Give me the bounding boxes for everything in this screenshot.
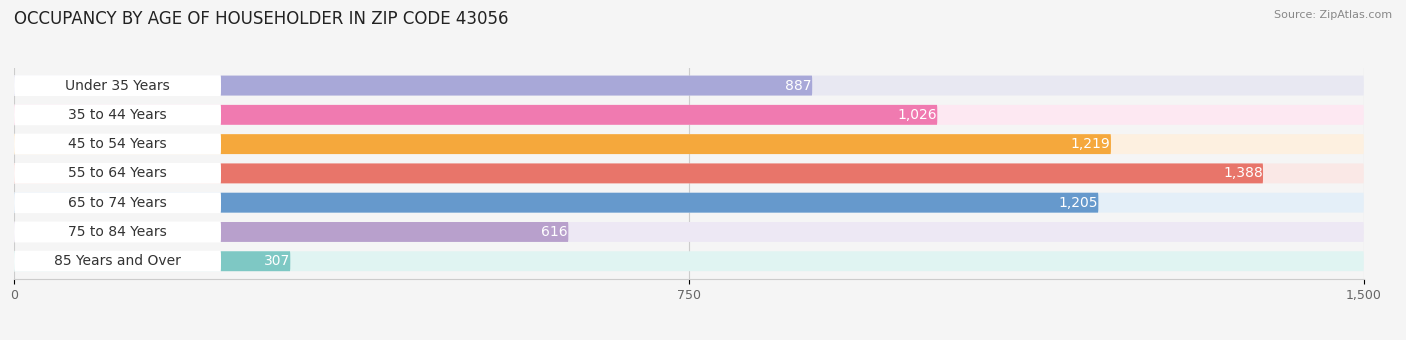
Text: 55 to 64 Years: 55 to 64 Years xyxy=(67,166,167,181)
FancyBboxPatch shape xyxy=(14,193,1098,212)
Text: 1,205: 1,205 xyxy=(1059,196,1098,210)
FancyBboxPatch shape xyxy=(14,75,813,96)
Text: Under 35 Years: Under 35 Years xyxy=(65,79,170,92)
FancyBboxPatch shape xyxy=(14,192,221,213)
FancyBboxPatch shape xyxy=(14,104,221,125)
Text: 1,388: 1,388 xyxy=(1223,166,1263,181)
Text: 45 to 54 Years: 45 to 54 Years xyxy=(69,137,167,151)
FancyBboxPatch shape xyxy=(14,193,1364,212)
Text: 85 Years and Over: 85 Years and Over xyxy=(53,254,181,268)
Text: 65 to 74 Years: 65 to 74 Years xyxy=(67,196,167,210)
Text: 1,219: 1,219 xyxy=(1071,137,1111,151)
FancyBboxPatch shape xyxy=(14,134,1364,154)
FancyBboxPatch shape xyxy=(14,251,221,272)
FancyBboxPatch shape xyxy=(14,221,221,242)
FancyBboxPatch shape xyxy=(14,251,1364,271)
FancyBboxPatch shape xyxy=(14,163,221,184)
Text: 35 to 44 Years: 35 to 44 Years xyxy=(69,108,167,122)
Text: 887: 887 xyxy=(786,79,811,92)
FancyBboxPatch shape xyxy=(14,251,290,271)
FancyBboxPatch shape xyxy=(14,105,938,125)
FancyBboxPatch shape xyxy=(14,164,1263,183)
Text: OCCUPANCY BY AGE OF HOUSEHOLDER IN ZIP CODE 43056: OCCUPANCY BY AGE OF HOUSEHOLDER IN ZIP C… xyxy=(14,10,509,28)
Text: 616: 616 xyxy=(541,225,568,239)
FancyBboxPatch shape xyxy=(14,134,221,155)
Text: 75 to 84 Years: 75 to 84 Years xyxy=(67,225,167,239)
FancyBboxPatch shape xyxy=(14,105,1364,125)
FancyBboxPatch shape xyxy=(14,222,1364,242)
FancyBboxPatch shape xyxy=(14,164,1364,183)
FancyBboxPatch shape xyxy=(14,75,221,96)
FancyBboxPatch shape xyxy=(14,222,568,242)
Text: 307: 307 xyxy=(264,254,290,268)
Text: Source: ZipAtlas.com: Source: ZipAtlas.com xyxy=(1274,10,1392,20)
Text: 1,026: 1,026 xyxy=(897,108,936,122)
FancyBboxPatch shape xyxy=(14,75,1364,96)
FancyBboxPatch shape xyxy=(14,134,1111,154)
